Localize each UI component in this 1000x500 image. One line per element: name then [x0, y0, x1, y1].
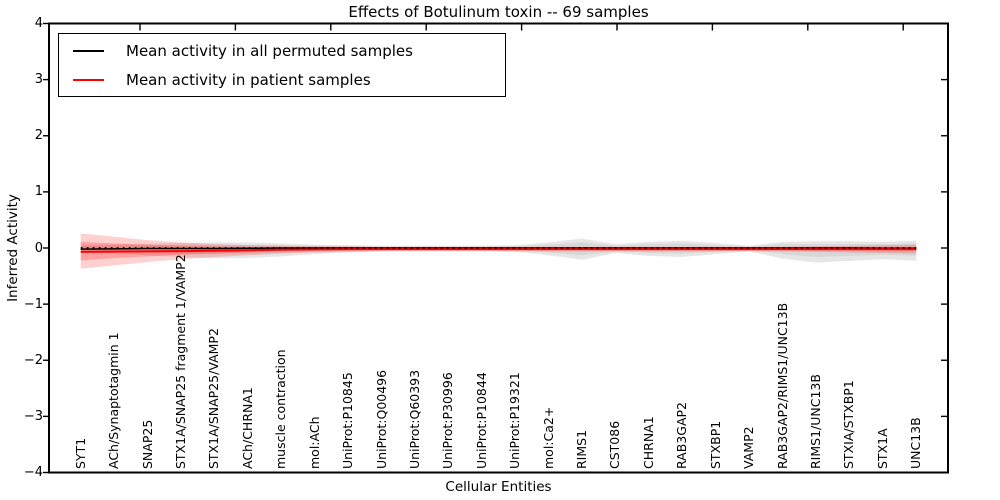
y-tick-label: 1: [34, 184, 43, 200]
y-tick-label: −1: [23, 296, 43, 312]
patient-mean-line: [80, 248, 917, 253]
x-category-label: CHRNA1: [640, 416, 656, 469]
y-tick-label: 3: [34, 72, 43, 88]
y-tick-label: 4: [34, 16, 43, 31]
x-category-label: STX1A/SNAP25/VAMP2: [206, 328, 222, 469]
x-category-label: UniProt:P19321: [507, 372, 523, 469]
x-category-label: UniProt:P10844: [473, 372, 489, 469]
x-category-label: CST086: [607, 420, 623, 469]
x-category-label: muscle contraction: [273, 349, 289, 469]
y-tick-label: 0: [34, 240, 43, 256]
x-category-label: UniProt:P10845: [340, 372, 356, 469]
x-category-label: RIMS1: [574, 429, 590, 469]
y-tick-label: −4: [23, 465, 43, 480]
x-category-label: UniProt:P30996: [440, 372, 456, 469]
x-category-label: ACh/Synaptotagmin 1: [106, 332, 122, 469]
x-axis-label: Cellular Entities: [445, 479, 552, 495]
x-category-label: mol:Ca2+: [540, 406, 556, 469]
x-category-label: UniProt:Q60393: [406, 369, 422, 469]
x-category-label: mol:ACh: [306, 416, 322, 470]
x-category-label: UNC13B: [908, 417, 924, 469]
x-category-label: RAB3GAP2: [674, 402, 690, 469]
x-category-label: ACh/CHRNA1: [239, 387, 255, 469]
legend-entry-permuted: Mean activity in all permuted samples: [59, 36, 505, 65]
x-category-label: RAB3GAP2/RIMS1/UNC13B: [774, 302, 790, 469]
legend-label-permuted: Mean activity in all permuted samples: [126, 41, 413, 60]
y-tick-label: −2: [23, 352, 43, 368]
x-category-label: UniProt:Q00496: [373, 369, 389, 469]
legend: Mean activity in all permuted samples Me…: [58, 33, 506, 97]
x-category-label: STX1A: [874, 428, 890, 469]
legend-line-red: [73, 78, 104, 81]
x-category-label: RIMS1/UNC13B: [807, 374, 823, 469]
x-category-label: VAMP2: [741, 426, 757, 469]
legend-label-patient: Mean activity in patient samples: [126, 70, 371, 89]
band-outer-permuted: [80, 238, 917, 263]
x-category-label: STX1A/SNAP25 fragment 1/VAMP2: [173, 254, 188, 469]
y-tick-label: −3: [23, 408, 43, 424]
legend-line-black: [73, 49, 104, 52]
x-category-label: STXBP1: [707, 420, 723, 469]
band-outer-patient: [80, 233, 917, 269]
y-tick-label: 2: [34, 128, 43, 144]
x-category-label: STXIA/STXBP1: [841, 380, 857, 469]
x-category-label: SYT1: [72, 437, 88, 469]
legend-entry-patient: Mean activity in patient samples: [59, 65, 505, 94]
x-category-label: SNAP25: [139, 419, 155, 469]
chart-title: Effects of Botulinum toxin -- 69 samples: [348, 3, 649, 21]
